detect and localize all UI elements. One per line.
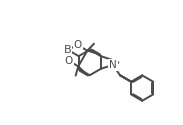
Text: O: O bbox=[74, 40, 82, 50]
Text: O: O bbox=[65, 56, 73, 66]
Text: B: B bbox=[64, 45, 72, 55]
Text: N: N bbox=[109, 60, 117, 70]
